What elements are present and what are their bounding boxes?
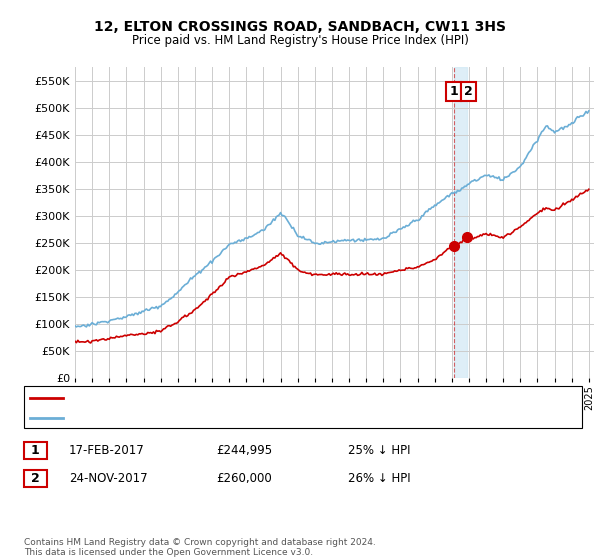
Text: 24-NOV-2017: 24-NOV-2017 [69,472,148,486]
Text: Price paid vs. HM Land Registry's House Price Index (HPI): Price paid vs. HM Land Registry's House … [131,34,469,46]
Text: £244,995: £244,995 [216,444,272,458]
Bar [454,67,467,378]
Text: Contains HM Land Registry data © Crown copyright and database right 2024.
This d: Contains HM Land Registry data © Crown c… [24,538,376,557]
Text: 1: 1 [31,444,40,458]
Text: 1: 1 [449,85,458,98]
Text: 12, ELTON CROSSINGS ROAD, SANDBACH, CW11 3HS (detached house): 12, ELTON CROSSINGS ROAD, SANDBACH, CW11… [69,393,443,403]
Text: 26% ↓ HPI: 26% ↓ HPI [348,472,410,486]
Text: 17-FEB-2017: 17-FEB-2017 [69,444,145,458]
Text: 25% ↓ HPI: 25% ↓ HPI [348,444,410,458]
Text: 12, ELTON CROSSINGS ROAD, SANDBACH, CW11 3HS: 12, ELTON CROSSINGS ROAD, SANDBACH, CW11… [94,20,506,34]
Text: £260,000: £260,000 [216,472,272,486]
Text: 2: 2 [31,472,40,486]
Text: HPI: Average price, detached house, Cheshire East: HPI: Average price, detached house, Ches… [69,413,334,423]
Text: 2: 2 [464,85,473,98]
